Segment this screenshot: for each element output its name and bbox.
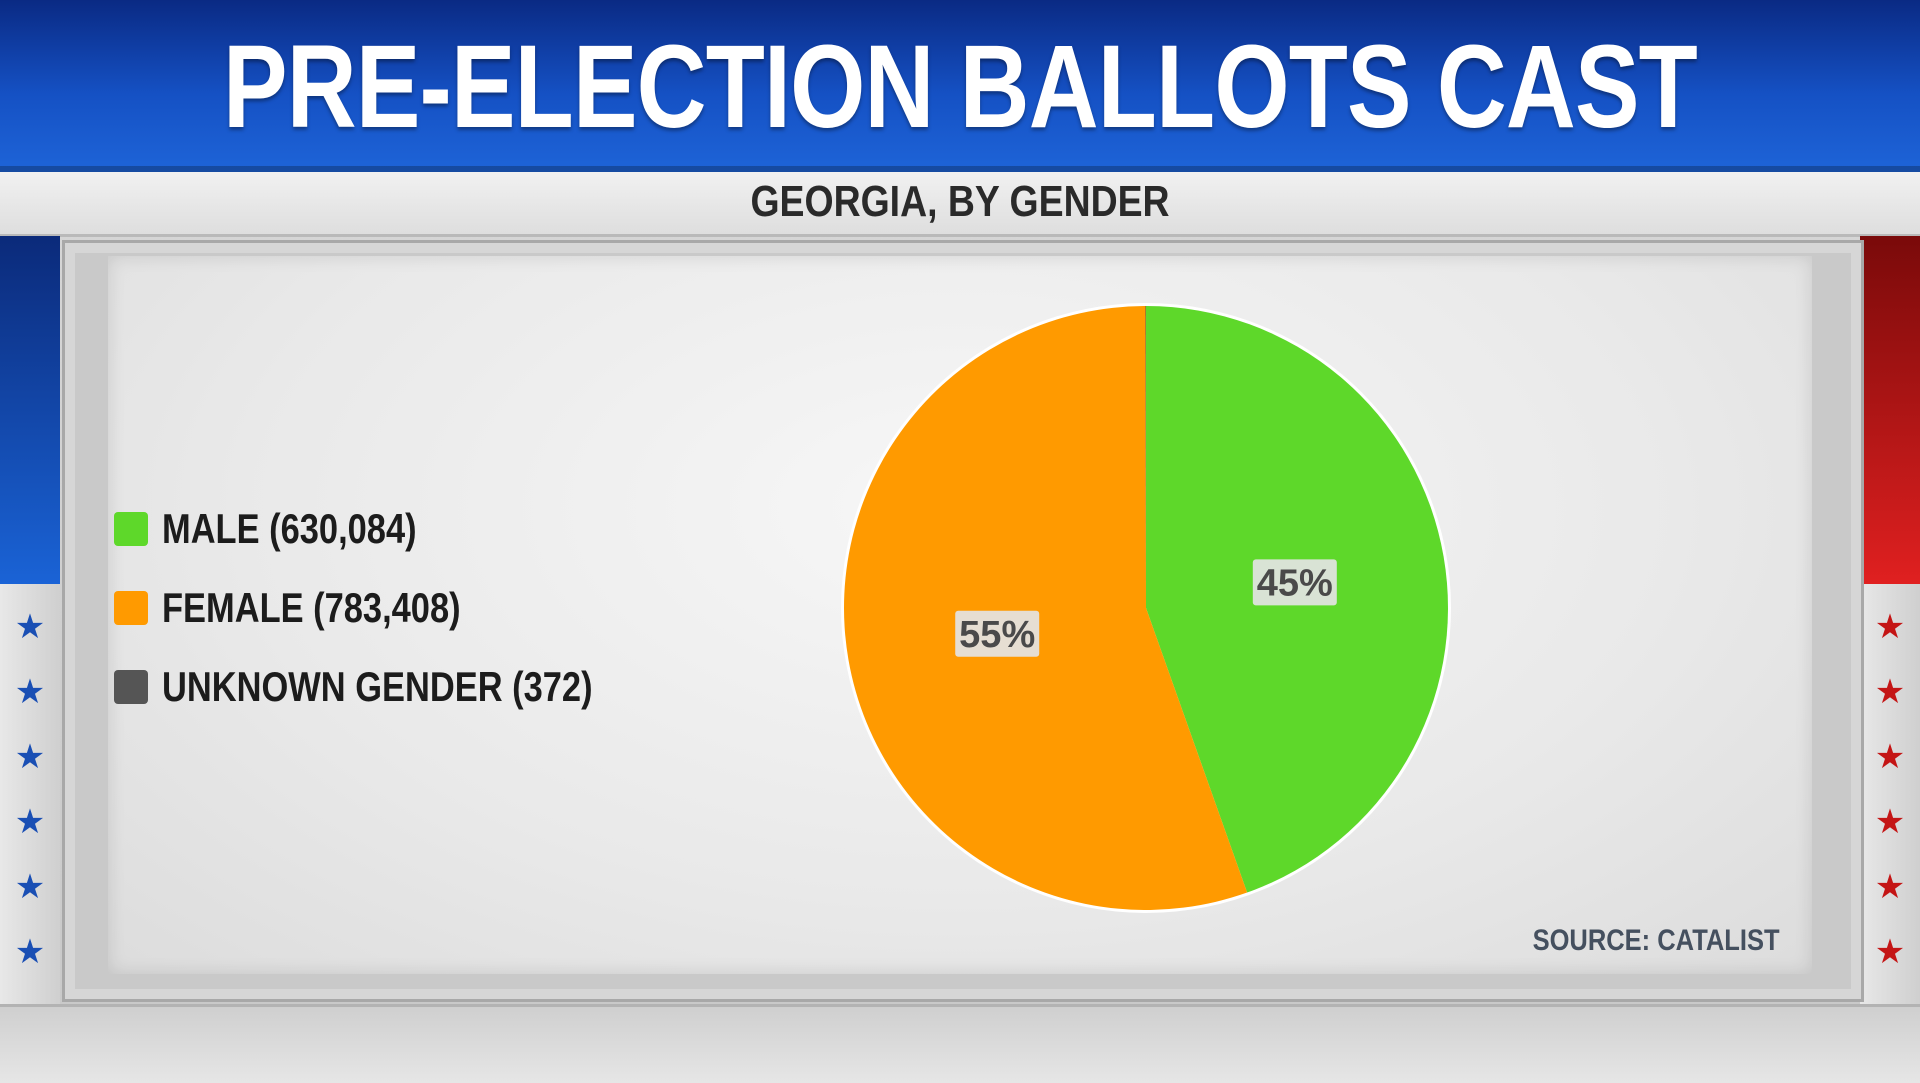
source-credit: SOURCE: CATALIST bbox=[1533, 924, 1780, 958]
data-label-male: 45% bbox=[1257, 562, 1333, 604]
data-label-female: 55% bbox=[959, 614, 1035, 656]
